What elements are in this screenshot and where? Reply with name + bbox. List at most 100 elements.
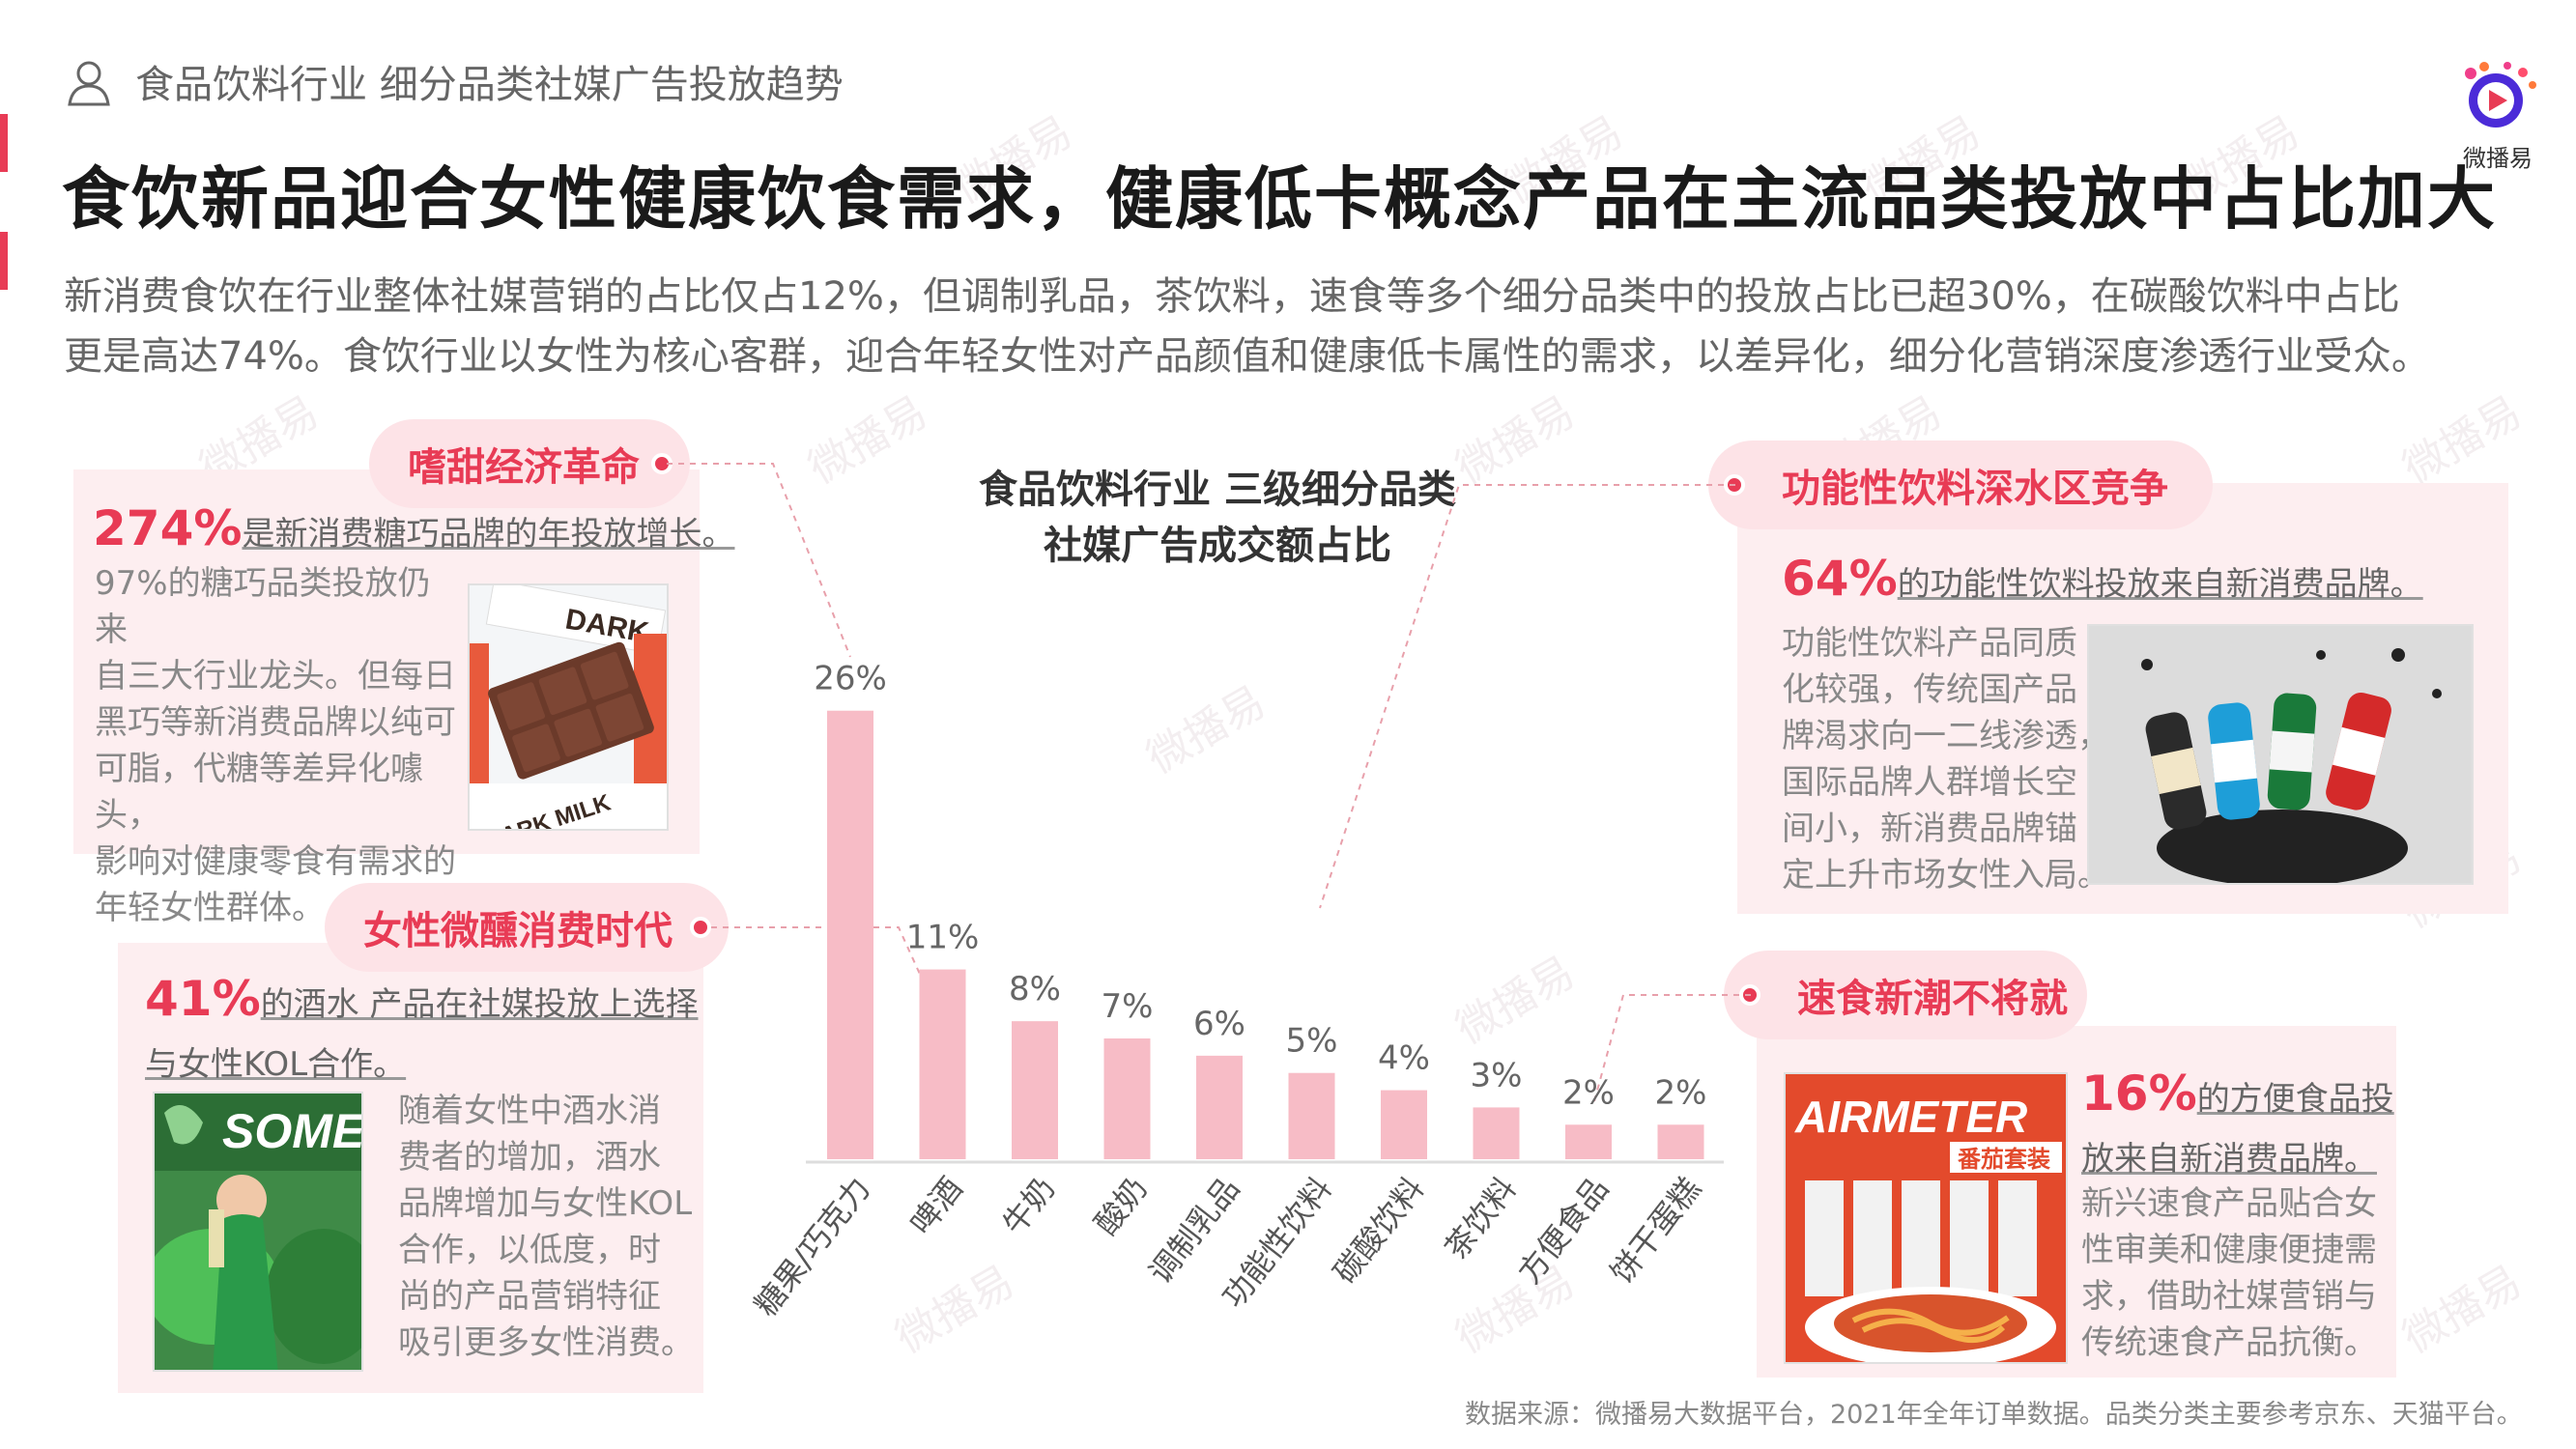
intro-line-1: 新消费食饮在行业整体社媒营销的占比仅占12%，但调制乳品，茶饮料，速食等多个细分… bbox=[64, 274, 2400, 319]
connector-alcohol bbox=[711, 926, 948, 1035]
instant-food-photo: AIRMETER 番茄套装 bbox=[1784, 1072, 2068, 1364]
section-label: 食品饮料行业 细分品类社媒广告投放趋势 bbox=[135, 63, 844, 107]
alcohol-tag: 女性微醺消费时代 bbox=[325, 883, 729, 972]
instant-tag: 速食新潮不将就 bbox=[1724, 951, 2087, 1039]
sweet-tag: 嗜甜经济革命 bbox=[369, 419, 690, 508]
watermark: 微播易 bbox=[2394, 386, 2531, 494]
sweet-tag-dot bbox=[651, 453, 673, 474]
body-line: 可脂，代糖等差异化噱头， bbox=[95, 750, 423, 835]
sweet-stat-text: 是新消费糖巧品牌的年投放增长。 bbox=[242, 515, 735, 554]
intro-line-2: 更是高达74%。食饮行业以女性为核心客群，迎合年轻女性对产品颜值和健康低卡属性的… bbox=[64, 334, 2430, 379]
body-line: 随着女性中酒水消 bbox=[398, 1092, 661, 1130]
alcohol-stat-text-2: 与女性KOL合作。 bbox=[145, 1045, 407, 1084]
body-line: 求，借助社媒营销与 bbox=[2081, 1277, 2377, 1316]
body-line: 传统速食产品抗衡。 bbox=[2081, 1323, 2377, 1362]
watermark: 微播易 bbox=[800, 386, 936, 494]
category-label-2: 牛奶 bbox=[995, 1171, 1062, 1242]
category-label-6: 碳酸饮料 bbox=[1327, 1171, 1432, 1291]
photo-sign-text: SOMEI bbox=[222, 1104, 363, 1158]
brand-logo: 微播易 bbox=[2449, 60, 2546, 176]
body-line: 定上升市场女性入局。 bbox=[1782, 856, 2110, 895]
functional-body: 功能性饮料产品同质 化较强，传统国产品 牌渴求向一二线渗透， 国际品牌人群增长空… bbox=[1782, 620, 2110, 898]
category-label-0: 糖果/巧克力 bbox=[747, 1171, 877, 1323]
intro-paragraph: 新消费食饮在行业整体社媒营销的占比仅占12%，但调制乳品，茶饮料，速食等多个细分… bbox=[64, 267, 2537, 386]
alcohol-body: 随着女性中酒水消 费者的增加，酒水 品牌增加与女性KOL 合作，以低度，时 尚的… bbox=[398, 1088, 698, 1366]
functional-stat-value: 64% bbox=[1782, 551, 1898, 607]
sweet-stat-value: 274% bbox=[93, 500, 243, 556]
bar-2 bbox=[1012, 1021, 1058, 1159]
body-line: 牌渴求向一二线渗透， bbox=[1782, 717, 2110, 755]
value-label-3: 7% bbox=[1102, 987, 1154, 1026]
functional-tag-dot bbox=[1724, 474, 1745, 496]
page-title: 食饮新品迎合女性健康饮食需求，健康低卡概念产品在主流品类投放中占比加大 bbox=[62, 159, 2497, 239]
bar-3 bbox=[1103, 1038, 1151, 1159]
data-source-note: 数据来源：微播易大数据平台，2021年全年订单数据。品类分类主要参考京东、天猫平… bbox=[1465, 1400, 2523, 1430]
value-label-5: 5% bbox=[1286, 1022, 1338, 1061]
instant-tag-label: 速食新潮不将就 bbox=[1797, 977, 2068, 1021]
functional-stat: 64%的功能性饮料投放来自新消费品牌。 bbox=[1782, 551, 2423, 607]
value-label-7: 3% bbox=[1471, 1056, 1523, 1094]
watermark: 微播易 bbox=[1138, 676, 1274, 783]
sweet-stat: 274%是新消费糖巧品牌的年投放增长。 bbox=[93, 500, 734, 556]
value-label-8: 2% bbox=[1562, 1073, 1615, 1112]
body-line: 化较强，传统国产品 bbox=[1782, 670, 2077, 709]
bar-group bbox=[827, 710, 1704, 1159]
instant-stat-text-1: 的方便食品投 bbox=[2196, 1080, 2394, 1119]
instant-stat-value: 16% bbox=[2081, 1065, 2197, 1122]
body-line: 新兴速食产品贴合女 bbox=[2081, 1184, 2377, 1223]
body-line: 黑巧等新消费品牌以纯可 bbox=[95, 703, 456, 742]
bar-7 bbox=[1473, 1107, 1520, 1159]
instant-body: 新兴速食产品贴合女 性审美和健康便捷需 求，借助社媒营销与 传统速食产品抗衡。 bbox=[2081, 1180, 2390, 1366]
functional-stat-text: 的功能性饮料投放来自新消费品牌。 bbox=[1897, 565, 2423, 604]
chart-title-line-1: 食品饮料行业 三级细分品类 bbox=[979, 468, 1456, 512]
body-line: 性审美和健康便捷需 bbox=[2081, 1231, 2377, 1269]
body-line: 合作，以低度，时 bbox=[398, 1231, 661, 1269]
category-label-4: 调制乳品 bbox=[1142, 1171, 1247, 1291]
bar-0 bbox=[827, 710, 873, 1159]
body-line: 间小，新消费品牌锚 bbox=[1782, 810, 2077, 848]
sweet-tag-label: 嗜甜经济革命 bbox=[408, 445, 640, 490]
body-line: 品牌增加与女性KOL bbox=[398, 1184, 693, 1223]
body-line: 影响对健康零食有需求的 bbox=[95, 842, 456, 881]
value-label-6: 4% bbox=[1378, 1039, 1430, 1078]
body-line: 自三大行业龙头。但每日 bbox=[95, 657, 456, 696]
instant-stat: 16%的方便食品投 放来自新消费品牌。 bbox=[2081, 1065, 2394, 1186]
functional-tag: 功能性饮料深水区竞争 bbox=[1708, 440, 2213, 529]
body-line: 国际品牌人群增长空 bbox=[1782, 763, 2077, 802]
bar-6 bbox=[1381, 1090, 1427, 1159]
alcohol-stat-text-1: 的酒水 产品在社媒投放上选择 bbox=[260, 985, 699, 1024]
bar-4 bbox=[1196, 1055, 1243, 1159]
chocolate-illustration: DARK DARK MILK bbox=[470, 585, 667, 829]
drinks-illustration bbox=[2089, 626, 2472, 883]
watermark: 微播易 bbox=[1447, 947, 1584, 1054]
bar-9 bbox=[1657, 1124, 1704, 1159]
functional-tag-label: 功能性饮料深水区竞争 bbox=[1782, 467, 2168, 511]
body-line: 吸引更多女性消费。 bbox=[398, 1323, 694, 1362]
body-line: 功能性饮料产品同质 bbox=[1782, 624, 2077, 663]
alcohol-illustration: SOMEI bbox=[155, 1094, 363, 1370]
body-line: 尚的产品营销特征 bbox=[398, 1277, 661, 1316]
alcohol-stat-value: 41% bbox=[145, 971, 261, 1027]
value-label-0: 26% bbox=[814, 660, 887, 698]
section-header: 食品饮料行业 细分品类社媒广告投放趋势 bbox=[62, 52, 844, 110]
red-edge-mark-top bbox=[0, 114, 8, 172]
chart-title-line-2: 社媒广告成交额占比 bbox=[1044, 524, 1391, 568]
value-label-1: 11% bbox=[906, 919, 980, 957]
alcohol-photo: SOMEI bbox=[153, 1092, 363, 1372]
sweet-body: 97%的糖巧品类投放仍来 自三大行业龙头。但每日 黑巧等新消费品牌以纯可 可脂，… bbox=[95, 560, 462, 931]
play-logo-icon bbox=[2465, 62, 2536, 128]
watermark: 微播易 bbox=[887, 1256, 1023, 1363]
bar-1 bbox=[919, 969, 966, 1159]
watermark: 微播易 bbox=[2394, 1256, 2531, 1363]
watermark: 微播易 bbox=[1447, 1256, 1584, 1363]
body-line: 年轻女性群体。 bbox=[95, 889, 325, 927]
value-label-4: 6% bbox=[1193, 1005, 1245, 1043]
functional-drinks-photo bbox=[2087, 624, 2474, 885]
tomato-set-text: 番茄套装 bbox=[1957, 1146, 2050, 1173]
red-edge-mark-bottom bbox=[0, 232, 8, 290]
user-outline-icon bbox=[68, 61, 110, 106]
bar-8 bbox=[1565, 1124, 1612, 1159]
alcohol-tag-label: 女性微醺消费时代 bbox=[363, 909, 673, 953]
airmeter-brand-text: AIRMETER bbox=[1794, 1092, 2027, 1142]
category-label-5: 功能性饮料 bbox=[1215, 1171, 1338, 1315]
